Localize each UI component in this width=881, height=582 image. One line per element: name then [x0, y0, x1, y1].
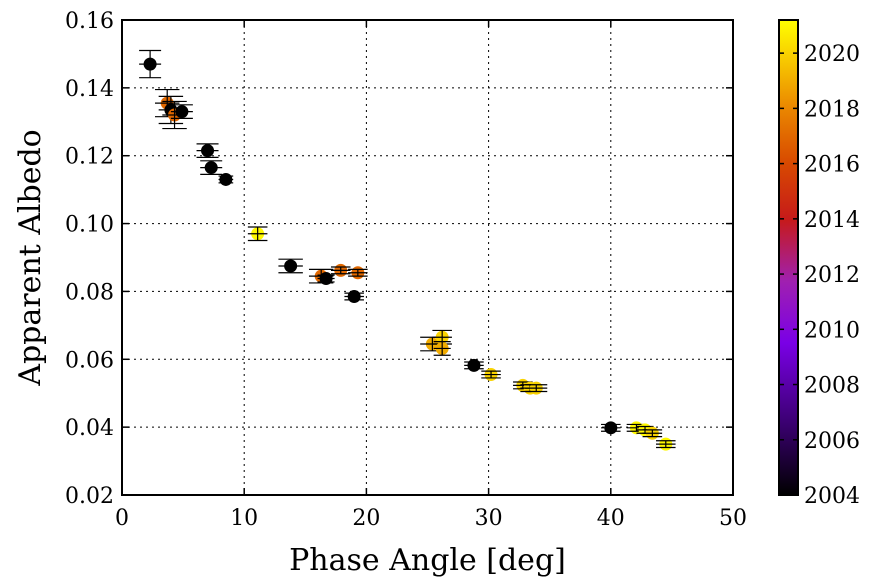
colorbar-tick-label: 2020: [804, 42, 860, 67]
data-point: [642, 426, 663, 440]
data-point: [464, 358, 484, 372]
x-axis-label: Phase Angle [deg]: [289, 543, 566, 578]
plot-frame: [121, 19, 734, 496]
colorbar-tick-label: 2008: [804, 374, 860, 399]
data-point: [656, 437, 676, 451]
colorbar-tick-label: 2010: [804, 318, 860, 343]
colorbar-tick-label: 2012: [804, 263, 860, 288]
y-tick-label: 0.08: [65, 280, 114, 305]
y-tick-label: 0.16: [65, 9, 114, 34]
axis-ticks: 0 10 20 30 40 50 0.02 0.04 0.06 0.08 0.10 0.12 0.14 0…: [65, 9, 747, 531]
data-point: [481, 368, 501, 382]
data-point: [218, 172, 234, 186]
data-point: [317, 272, 335, 286]
data-point: [139, 49, 162, 79]
x-tick-label: 50: [719, 506, 747, 531]
y-axis-label: Apparent Albedo: [13, 129, 48, 386]
y-tick-label: 0.10: [65, 213, 114, 238]
x-tick-label: 0: [115, 506, 129, 531]
y-tick-label: 0.12: [65, 145, 114, 170]
colorbar-tick-label: 2004: [804, 484, 860, 509]
y-tick-label: 0.04: [65, 416, 114, 441]
y-tick-label: 0.06: [65, 348, 114, 373]
grid-lines: [122, 20, 733, 495]
x-tick-label: 30: [475, 506, 503, 531]
colorbar-tick-label: 2006: [804, 429, 860, 454]
colorbar-ticks: 2004 2006 2008 2010 2012 2014 2016 2018 2020: [779, 42, 860, 509]
colorbar-tick-label: 2014: [804, 208, 860, 233]
data-point: [196, 143, 219, 159]
data-points: [139, 49, 676, 451]
data-point: [348, 266, 368, 280]
data-point: [200, 160, 223, 175]
colorbar-tick-label: 2018: [804, 97, 860, 122]
data-point: [278, 258, 303, 274]
data-point: [247, 226, 268, 242]
y-tick-label: 0.02: [65, 484, 114, 509]
colorbar: [778, 19, 799, 496]
data-point: [601, 421, 621, 435]
data-point: [344, 290, 364, 304]
y-tick-label: 0.14: [65, 77, 114, 102]
data-point: [525, 381, 548, 395]
data-point: [433, 341, 451, 356]
x-tick-label: 10: [230, 506, 258, 531]
x-tick-label: 20: [352, 506, 380, 531]
data-point: [170, 104, 193, 119]
x-tick-label: 40: [597, 506, 625, 531]
colorbar-tick-label: 2016: [804, 153, 860, 178]
data-point: [330, 263, 351, 277]
